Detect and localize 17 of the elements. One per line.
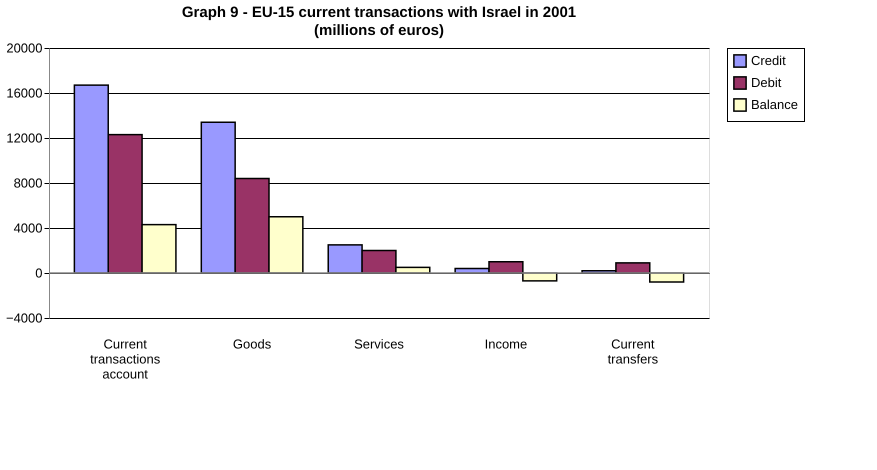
- y-tick-label: 4000: [14, 220, 42, 236]
- y-tick-label: 0: [35, 266, 42, 280]
- x-tick-label: Income: [484, 336, 528, 352]
- legend-label: Debit: [751, 75, 782, 90]
- chart-subtitle: (millions of euros): [314, 22, 444, 39]
- x-tick-label: Services: [354, 336, 404, 352]
- x-tick-label: Current transfers: [608, 336, 659, 366]
- y-tick-label: −4000: [6, 310, 42, 326]
- legend-label: Credit: [751, 53, 786, 68]
- y-tick-label: 8000: [14, 176, 42, 190]
- y-tick-label: 16000: [6, 86, 42, 100]
- x-tick-label: Current transactions account: [90, 336, 161, 382]
- x-tick-label: Goods: [232, 336, 272, 352]
- y-tick-label: 20000: [6, 40, 42, 56]
- legend-label: Balance: [751, 97, 798, 112]
- y-tick-label: 12000: [6, 130, 42, 146]
- chart-title: Graph 9 - EU-15 current transactions with Israel in 2001: [182, 4, 576, 21]
